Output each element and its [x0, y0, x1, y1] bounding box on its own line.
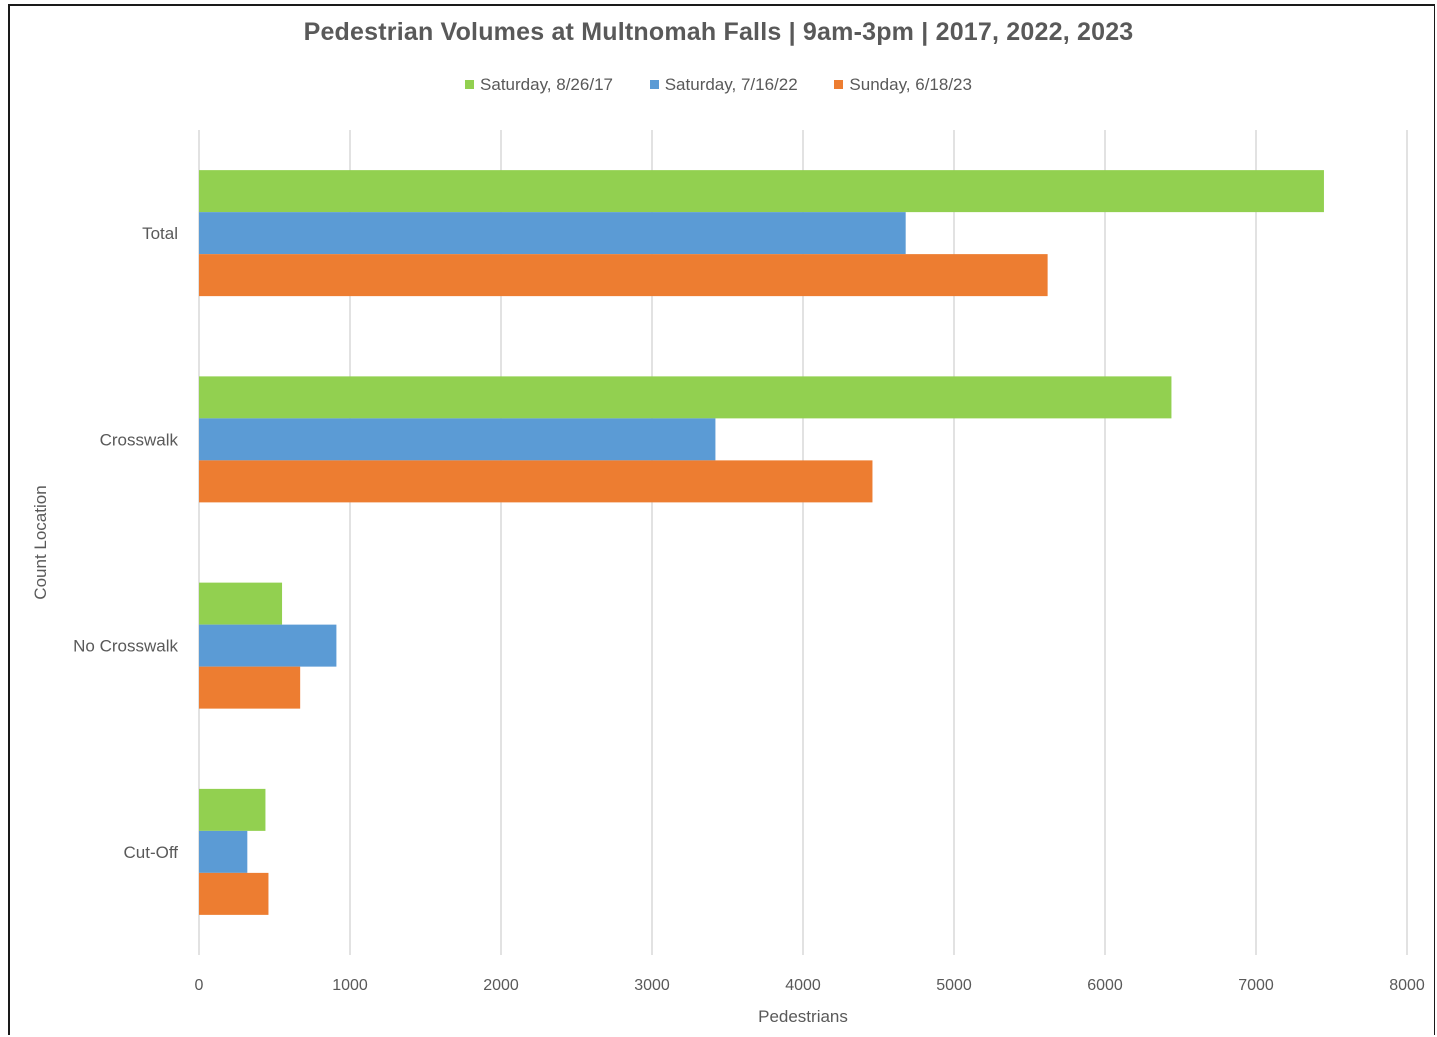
legend-label-2023: Sunday, 6/18/23 — [849, 74, 972, 94]
legend-swatch-2023 — [834, 80, 844, 89]
x-tick-label: 5000 — [936, 977, 972, 994]
legend-label-2017: Saturday, 8/26/17 — [480, 74, 613, 94]
x-tick-label: 7000 — [1238, 977, 1274, 994]
chart-title: Pedestrian Volumes at Multnomah Falls | … — [303, 18, 1134, 46]
x-tick-label: 3000 — [634, 977, 670, 994]
x-tick-label: 0 — [195, 977, 204, 994]
legend-item-2022: Saturday, 7/16/22 — [649, 74, 798, 95]
legend-item-2017: Saturday, 8/26/17 — [465, 75, 613, 95]
x-axis-title: Pedestrians — [758, 1007, 848, 1026]
legend-label-2022: Saturday, 7/16/22 — [664, 74, 798, 94]
bars — [199, 170, 1324, 915]
y-axis-title: Count Location — [31, 485, 50, 599]
bar — [199, 376, 1172, 419]
bar — [199, 460, 873, 503]
x-tick-label: 8000 — [1389, 977, 1425, 994]
bar — [199, 788, 266, 831]
legend-item-2023: Sunday, 6/18/23 — [834, 75, 972, 95]
bar — [199, 418, 716, 461]
category-label: Total — [142, 224, 178, 243]
x-tick-label: 1000 — [332, 977, 368, 994]
bar — [199, 254, 1048, 297]
bar — [199, 624, 337, 667]
category-label: No Crosswalk — [73, 637, 178, 656]
bar — [199, 212, 906, 255]
category-label: Cut-Off — [124, 843, 179, 862]
x-tick-labels: 0 1000 2000 3000 4000 5000 6000 7000 8000 — [195, 977, 1425, 994]
bar — [199, 830, 248, 873]
chart-legend: Saturday, 8/26/17 Saturday, 7/16/22 Sund… — [0, 74, 1437, 95]
x-tick-label: 2000 — [483, 977, 519, 994]
legend-swatch-2022 — [649, 80, 659, 89]
x-tick-label: 4000 — [785, 977, 821, 994]
x-tick-label: 6000 — [1087, 977, 1123, 994]
bar — [199, 872, 269, 915]
bar — [199, 666, 301, 709]
legend-swatch-2017 — [465, 80, 475, 89]
category-label: Crosswalk — [100, 430, 179, 449]
category-labels: Total Crosswalk No Crosswalk Cut-Off — [73, 224, 178, 862]
bar — [199, 170, 1324, 213]
bar — [199, 582, 283, 625]
